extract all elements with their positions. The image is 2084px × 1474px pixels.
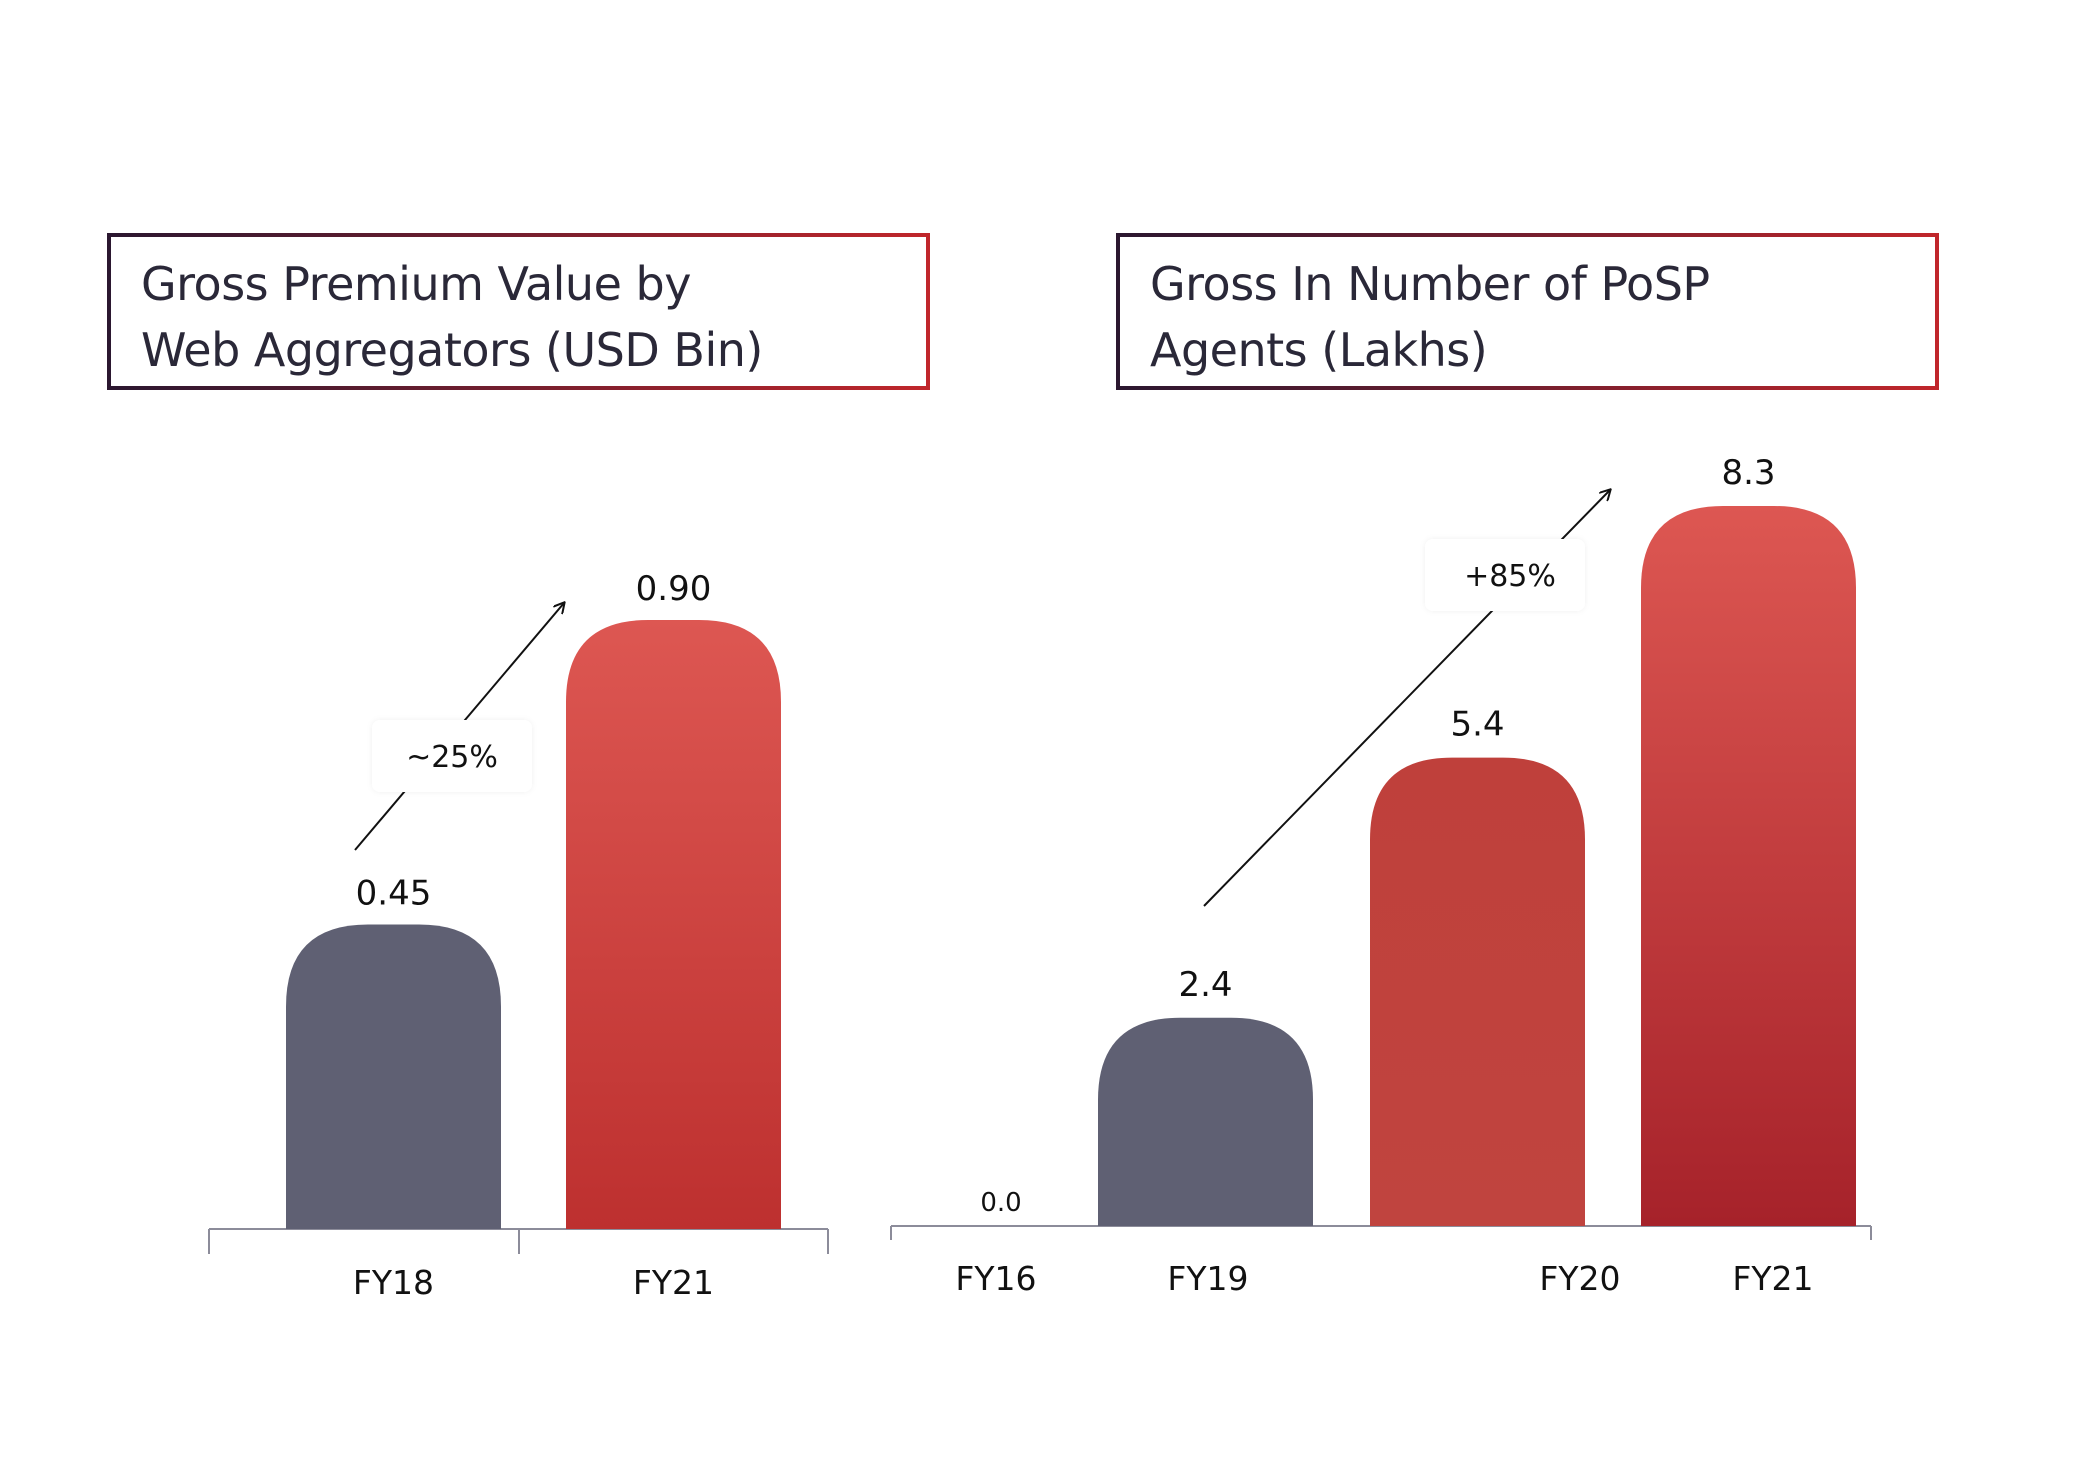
chart1-callout-box [372, 720, 532, 792]
chart1: 0.45 FY18 0.90 FY21 ~25% [208, 569, 829, 1302]
chart2-title-line-2: Agents (Lakhs) [1150, 323, 1488, 377]
chart1-category-label: FY18 [353, 1263, 434, 1302]
chart1-title: Gross Premium Value by Web Aggregators (… [141, 251, 763, 383]
chart1-title-line-2: Web Aggregators (USD Bin) [141, 323, 763, 377]
chart2-value-label: 8.3 [1721, 453, 1775, 493]
chart2-value-label: 5.4 [1450, 705, 1504, 745]
chart1-category-label: FY21 [633, 1263, 714, 1302]
chart2-category-label: FY16 [955, 1259, 1036, 1298]
chart2-bar-fy21 [1641, 506, 1856, 1226]
chart2-value-label: 2.4 [1178, 965, 1232, 1005]
chart1-value-label: 0.45 [356, 874, 432, 914]
chart1-bar-fy21 [566, 620, 781, 1229]
chart1-title-box: Gross Premium Value by Web Aggregators (… [107, 233, 930, 390]
chart2-category-label: FY19 [1167, 1259, 1248, 1298]
chart2-callout-text: +85% [1464, 559, 1556, 594]
chart2: 0.0 FY16 2.4 FY19 5.4 FY20 8.3 FY21 +85% [890, 453, 1872, 1298]
chart2-title: Gross In Number of PoSP Agents (Lakhs) [1150, 251, 1710, 383]
chart1-title-line-1: Gross Premium Value by [141, 257, 691, 311]
chart2-bar-fy20 [1370, 757, 1585, 1226]
chart1-callout-text: ~25% [406, 740, 498, 775]
chart2-callout-box [1425, 539, 1585, 611]
chart1-bar-fy18 [286, 924, 501, 1229]
chart2-bar-fy19 [1098, 1017, 1313, 1226]
chart2-category-label: FY21 [1732, 1259, 1813, 1298]
chart2-category-label: FY20 [1539, 1259, 1620, 1298]
chart2-value-label: 0.0 [980, 1188, 1021, 1218]
chart1-value-label: 0.90 [636, 569, 712, 609]
chart2-title-line-1: Gross In Number of PoSP [1150, 257, 1710, 311]
chart2-title-box: Gross In Number of PoSP Agents (Lakhs) [1116, 233, 1939, 390]
